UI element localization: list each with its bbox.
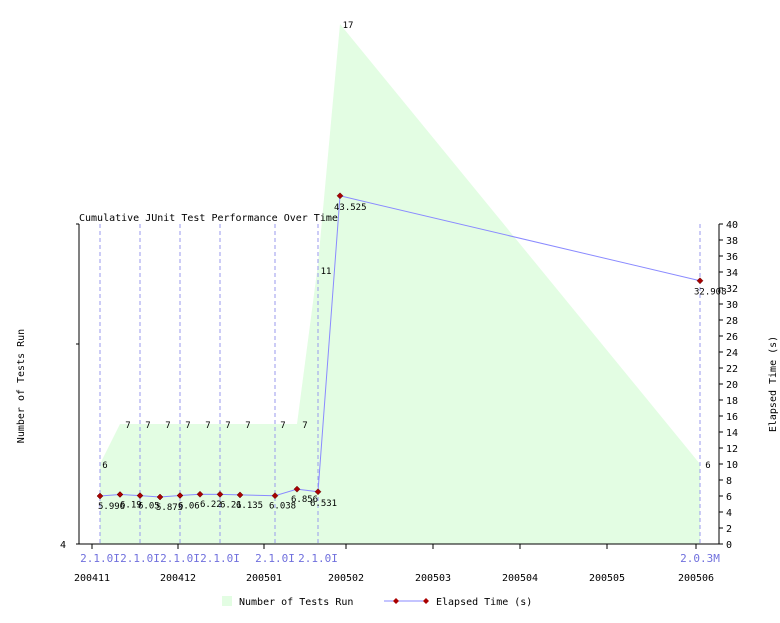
chart-title: Cumulative JUnit Test Performance Over T… xyxy=(79,213,338,224)
elapsed-time-point xyxy=(336,192,344,200)
elapsed-time-label: 5.873 xyxy=(156,503,183,513)
right-axis-tick-label: 8 xyxy=(726,476,732,487)
right-axis-tick-label: 22 xyxy=(726,364,738,375)
build-label: 2.1.0I xyxy=(80,552,120,565)
month-label: 200504 xyxy=(502,573,538,584)
elapsed-time-point xyxy=(293,485,301,493)
right-axis-tick-label: 38 xyxy=(726,236,738,247)
right-axis-tick-label: 40 xyxy=(726,220,738,231)
right-axis-tick-label: 16 xyxy=(726,412,738,423)
build-label: 2.1.0I xyxy=(120,552,160,565)
legend-line-marker xyxy=(423,598,429,604)
month-label: 200505 xyxy=(589,573,625,584)
tests-run-label: 7 xyxy=(165,421,170,431)
right-axis-title: Elapsed Time (s) xyxy=(768,336,779,432)
elapsed-time-point xyxy=(116,491,124,498)
tests-run-label: 11 xyxy=(321,267,332,277)
build-label: 2.1.0I xyxy=(160,552,200,565)
left-axis-tick-label: 4 xyxy=(60,540,66,551)
elapsed-time-label: 6.21 xyxy=(220,500,242,510)
month-label: 200501 xyxy=(246,573,282,584)
elapsed-time-label: 6.038 xyxy=(269,502,296,512)
legend-line-label: Elapsed Time (s) xyxy=(436,597,532,608)
month-label: 200503 xyxy=(415,573,451,584)
month-label: 200412 xyxy=(160,573,196,584)
tests-run-label: 7 xyxy=(280,421,285,431)
elapsed-time-point xyxy=(196,490,204,498)
right-axis-tick-label: 24 xyxy=(726,348,738,359)
right-axis-tick-label: 12 xyxy=(726,444,738,455)
tests-run-label: 6 xyxy=(102,461,107,471)
elapsed-time-point xyxy=(96,492,104,500)
elapsed-time-label: 32.908 xyxy=(694,288,727,298)
right-axis-tick-label: 6 xyxy=(726,492,732,503)
month-label: 200502 xyxy=(328,573,364,584)
tests-run-label: 7 xyxy=(245,421,250,431)
month-label: 200411 xyxy=(74,573,110,584)
legend-area-swatch xyxy=(222,596,232,606)
elapsed-time-point xyxy=(176,492,184,499)
right-axis-tick-label: 4 xyxy=(726,508,732,519)
legend-area-label: Number of Tests Run xyxy=(239,597,353,608)
tests-run-label: 7 xyxy=(205,421,210,431)
tests-run-label: 7 xyxy=(225,421,230,431)
elapsed-time-label: 6.22 xyxy=(200,500,222,510)
tests-run-label: 7 xyxy=(302,421,307,431)
elapsed-time-label: 6.06 xyxy=(178,502,200,512)
right-axis-tick-label: 28 xyxy=(726,316,738,327)
build-label: 2.0.3M xyxy=(680,552,720,565)
elapsed-time-point xyxy=(271,492,279,500)
legend-line-marker xyxy=(393,598,399,604)
elapsed-time-label: 6.531 xyxy=(310,499,337,509)
right-axis-tick-label: 32 xyxy=(726,284,738,295)
elapsed-time-label: 6.135 xyxy=(236,501,263,511)
elapsed-time-point xyxy=(156,493,164,501)
tests-run-label: 7 xyxy=(125,421,130,431)
right-axis-tick-label: 14 xyxy=(726,428,738,439)
elapsed-time-point xyxy=(136,492,144,499)
right-axis-tick-label: 30 xyxy=(726,300,738,311)
elapsed-time-label: 43.525 xyxy=(334,203,367,213)
right-axis-tick-label: 2 xyxy=(726,524,732,535)
elapsed-time-label: 5.996 xyxy=(98,502,125,512)
elapsed-time-point xyxy=(216,490,224,498)
tests-run-label: 17 xyxy=(343,21,354,31)
right-axis-tick-label: 26 xyxy=(726,332,738,343)
tests-run-label: 7 xyxy=(185,421,190,431)
tests-run-label: 6 xyxy=(705,461,710,471)
elapsed-time-point xyxy=(314,488,322,496)
elapsed-time-point xyxy=(236,491,244,499)
tests-run-area xyxy=(100,24,700,544)
build-label: 2.1.0I xyxy=(298,552,338,565)
left-axis-title: Number of Tests Run xyxy=(16,329,27,443)
right-axis-tick-label: 36 xyxy=(726,252,738,263)
right-axis-tick-label: 20 xyxy=(726,380,738,391)
right-axis-tick-label: 0 xyxy=(726,540,732,551)
elapsed-time-label: 6.05 xyxy=(138,502,160,512)
elapsed-time-label: 6.19 xyxy=(120,500,142,510)
build-label: 2.1.0I xyxy=(255,552,295,565)
build-label: 2.1.0I xyxy=(200,552,240,565)
elapsed-time-point xyxy=(696,277,704,285)
month-label: 200506 xyxy=(678,573,714,584)
right-axis-tick-label: 18 xyxy=(726,396,738,407)
elapsed-time-label: 6.856 xyxy=(291,495,318,505)
right-axis-tick-label: 10 xyxy=(726,460,738,471)
tests-run-label: 7 xyxy=(145,421,150,431)
right-axis-tick-label: 34 xyxy=(726,268,738,279)
